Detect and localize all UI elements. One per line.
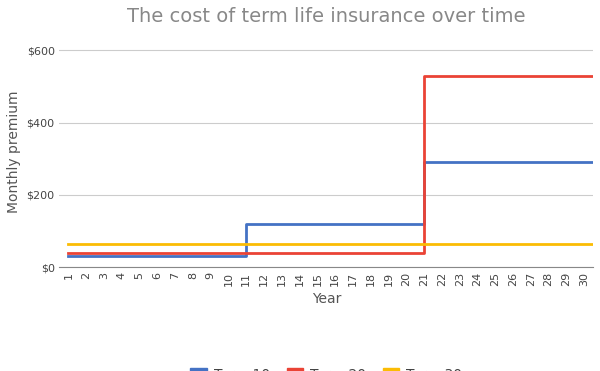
X-axis label: Year: Year (311, 292, 341, 306)
Y-axis label: Monthly premium: Monthly premium (7, 90, 21, 213)
Legend: Term-10, Term-20, Term-30: Term-10, Term-20, Term-30 (185, 362, 468, 371)
Title: The cost of term life insurance over time: The cost of term life insurance over tim… (127, 7, 526, 26)
